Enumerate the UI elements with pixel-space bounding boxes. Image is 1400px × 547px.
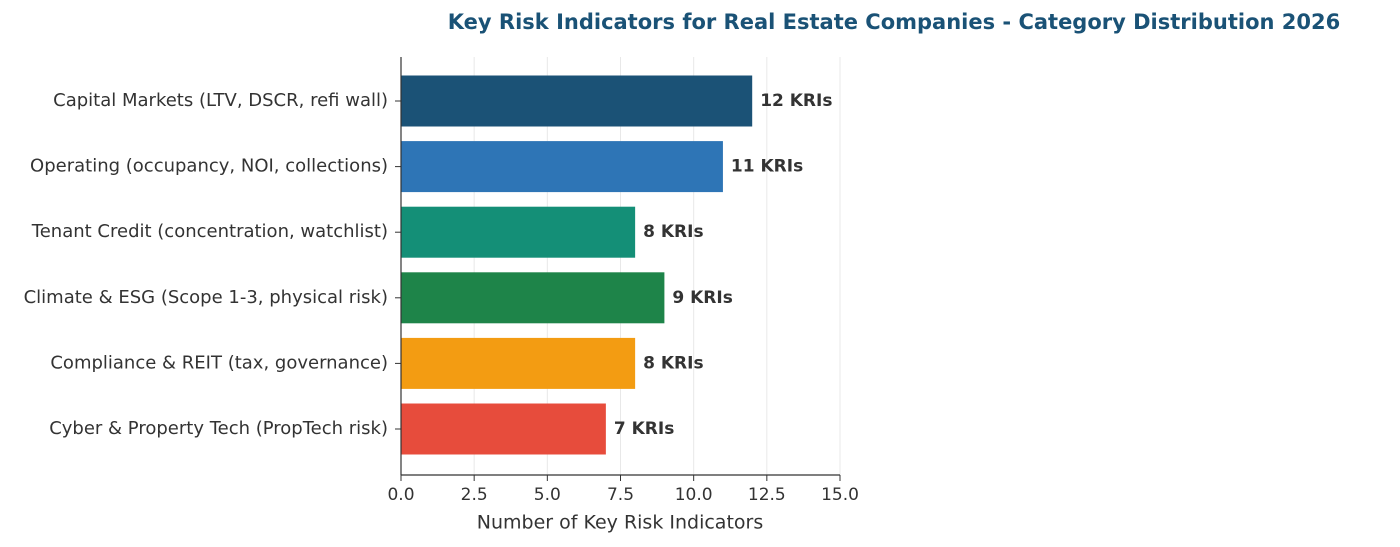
x-tick-label: 7.5 xyxy=(607,485,634,505)
x-tick-label: 12.5 xyxy=(748,485,786,505)
x-tick-label: 0.0 xyxy=(387,485,414,505)
y-tick-label: Cyber & Property Tech (PropTech risk) xyxy=(49,418,388,439)
bar xyxy=(401,206,636,258)
x-axis-label: Number of Key Risk Indicators xyxy=(477,512,763,534)
value-label: 8 KRIs xyxy=(643,353,703,373)
value-label: 12 KRIs xyxy=(760,91,832,111)
y-tick-label: Tenant Credit (concentration, watchlist) xyxy=(31,221,388,242)
bar xyxy=(401,403,606,455)
chart-title: Key Risk Indicators for Real Estate Comp… xyxy=(448,10,1340,34)
bar xyxy=(401,141,723,193)
value-label: 7 KRIs xyxy=(614,419,674,439)
bar xyxy=(401,75,753,127)
y-tick-label: Capital Markets (LTV, DSCR, refi wall) xyxy=(53,90,388,111)
x-tick-label: 5.0 xyxy=(534,485,561,505)
y-tick-label: Climate & ESG (Scope 1-3, physical risk) xyxy=(24,287,388,308)
value-label: 8 KRIs xyxy=(643,222,703,242)
y-tick-label: Compliance & REIT (tax, governance) xyxy=(50,352,388,373)
x-tick-label: 15.0 xyxy=(821,485,859,505)
x-tick-label: 10.0 xyxy=(675,485,713,505)
y-tick-label: Operating (occupancy, NOI, collections) xyxy=(30,156,388,177)
x-tick-label: 2.5 xyxy=(461,485,488,505)
value-label: 11 KRIs xyxy=(731,157,803,177)
bar xyxy=(401,337,636,389)
value-label: 9 KRIs xyxy=(672,288,732,308)
bar xyxy=(401,272,665,324)
